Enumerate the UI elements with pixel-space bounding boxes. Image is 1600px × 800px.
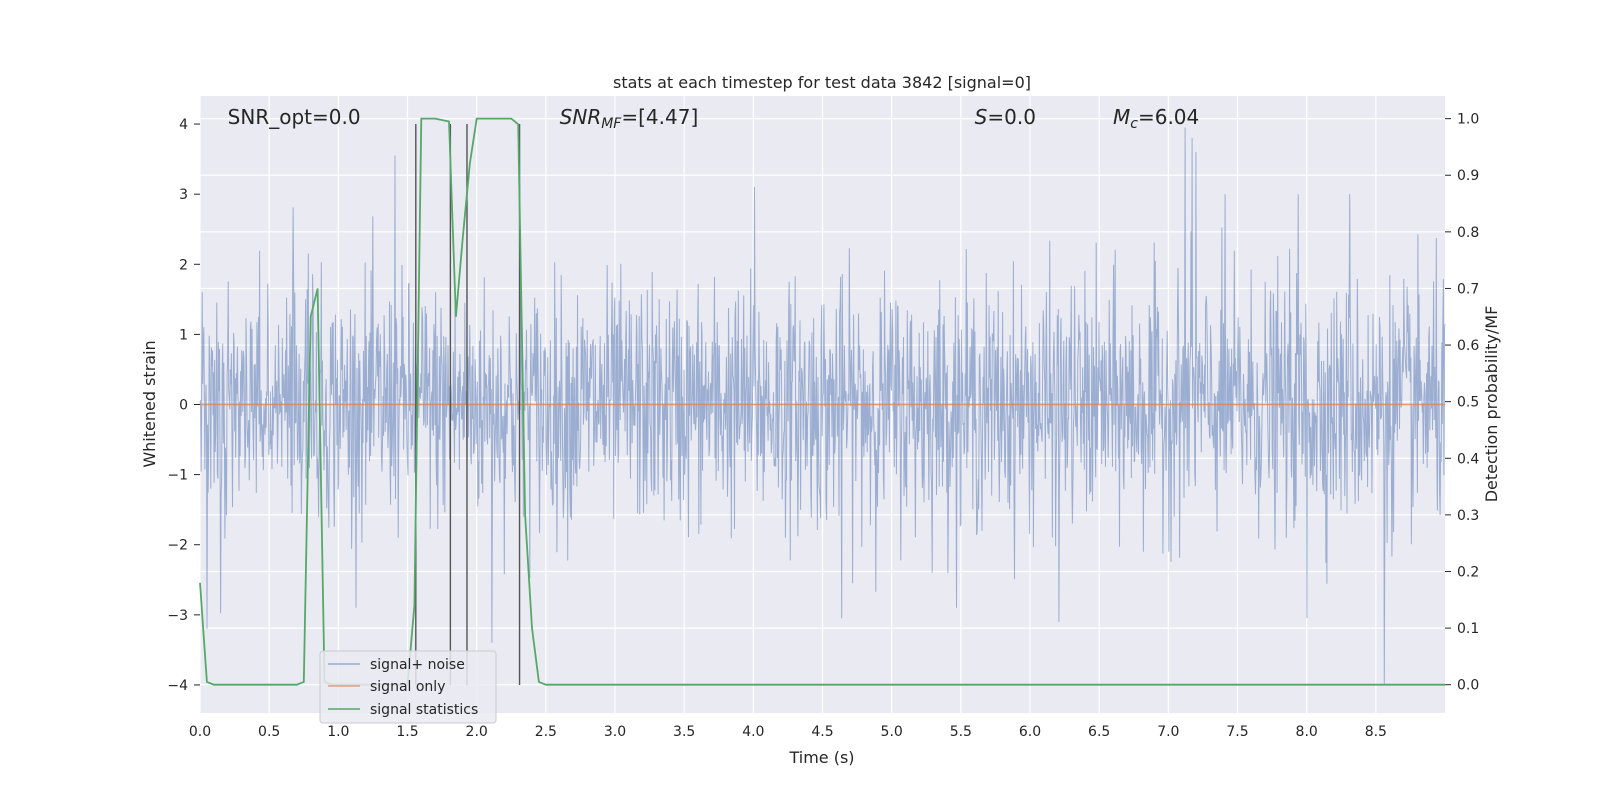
y-right-axis-ticks: 0.0 0.1 0.2 0.3 0.4 0.5 0.6 0.7 0.8 0.9 1.0 bbox=[1445, 112, 1479, 694]
y-left-tick-label: 0 bbox=[179, 398, 188, 414]
y-left-tick-label: −4 bbox=[167, 678, 188, 694]
y-right-tick-label: 0.4 bbox=[1457, 451, 1479, 467]
y-right-tick-label: 0.1 bbox=[1457, 621, 1479, 637]
x-tick-label: 2.0 bbox=[466, 724, 488, 740]
y-right-tick-label: 0.5 bbox=[1457, 395, 1479, 411]
x-tick-label: 4.0 bbox=[742, 724, 764, 740]
x-tick-label: 7.5 bbox=[1226, 724, 1248, 740]
legend-label-signal-only: signal only bbox=[370, 679, 445, 695]
signal-statistics-line bbox=[199, 117, 1445, 686]
y-right-tick-label: 0.3 bbox=[1457, 508, 1479, 524]
y-right-tick-label: 0.7 bbox=[1457, 281, 1479, 297]
x-tick-label: 6.0 bbox=[1019, 724, 1041, 740]
y-left-axis-ticks: −4 −3 −2 −1 0 1 2 3 4 bbox=[167, 117, 200, 694]
series-signal-noise bbox=[199, 127, 1446, 686]
x-axis-ticks: 0.0 0.5 1.0 1.5 2.0 2.5 3.0 3.5 4.0 4.5 5.0 5.5 6.0 6… bbox=[189, 724, 1387, 740]
x-axis-label: Time (s) bbox=[788, 748, 854, 767]
x-tick-label: 7.0 bbox=[1157, 724, 1179, 740]
legend-label-signal-noise: signal+ noise bbox=[370, 657, 465, 673]
y-right-tick-label: 0.2 bbox=[1457, 564, 1479, 580]
y-left-tick-label: −2 bbox=[167, 538, 188, 554]
x-tick-label: 3.0 bbox=[604, 724, 626, 740]
noise-line bbox=[199, 127, 1446, 686]
y-right-axis-label: Detection probability/MF bbox=[1482, 306, 1501, 503]
legend: signal+ noise signal only signal statist… bbox=[319, 650, 497, 724]
x-tick-label: 3.5 bbox=[673, 724, 695, 740]
x-tick-label: 0.0 bbox=[189, 724, 211, 740]
x-tick-label: 1.5 bbox=[396, 724, 418, 740]
chart-title: stats at each timestep for test data 384… bbox=[613, 73, 1031, 92]
x-tick-label: 8.5 bbox=[1365, 724, 1387, 740]
y-left-tick-label: 4 bbox=[179, 117, 188, 133]
x-tick-label: 4.5 bbox=[811, 724, 833, 740]
y-right-tick-label: 0.6 bbox=[1457, 338, 1479, 354]
x-tick-label: 8.0 bbox=[1296, 724, 1318, 740]
x-tick-label: 5.0 bbox=[881, 724, 903, 740]
y-left-tick-label: −3 bbox=[167, 608, 188, 624]
annotation-s: S=0.0 bbox=[975, 105, 1036, 129]
y-left-tick-label: 2 bbox=[179, 257, 188, 273]
y-right-tick-label: 0.9 bbox=[1457, 168, 1479, 184]
y-right-tick-label: 0.0 bbox=[1457, 678, 1479, 694]
x-tick-label: 0.5 bbox=[258, 724, 280, 740]
y-right-tick-label: 1.0 bbox=[1457, 112, 1479, 128]
legend-box bbox=[319, 650, 497, 724]
x-tick-label: 2.5 bbox=[535, 724, 557, 740]
annotation-snr-opt: SNR_opt=0.0 bbox=[228, 105, 361, 129]
y-left-tick-label: 1 bbox=[179, 327, 188, 343]
x-tick-label: 6.5 bbox=[1088, 724, 1110, 740]
x-tick-label: 5.5 bbox=[950, 724, 972, 740]
y-left-axis-label: Whitened strain bbox=[140, 340, 159, 467]
y-right-tick-label: 0.8 bbox=[1457, 225, 1479, 241]
annotation-mc: Mc=6.04 bbox=[1113, 105, 1199, 132]
y-left-tick-label: −1 bbox=[167, 468, 188, 484]
y-left-tick-label: 3 bbox=[179, 187, 188, 203]
annotations: SNR_opt=0.0 SNRMF=[4.47] S=0.0 Mc=6.04 bbox=[228, 105, 1200, 132]
annotation-snr-mf: SNRMF=[4.47] bbox=[560, 105, 699, 132]
x-tick-label: 1.0 bbox=[327, 724, 349, 740]
legend-label-signal-statistics: signal statistics bbox=[370, 702, 478, 718]
series-signal-statistics bbox=[199, 117, 1445, 686]
